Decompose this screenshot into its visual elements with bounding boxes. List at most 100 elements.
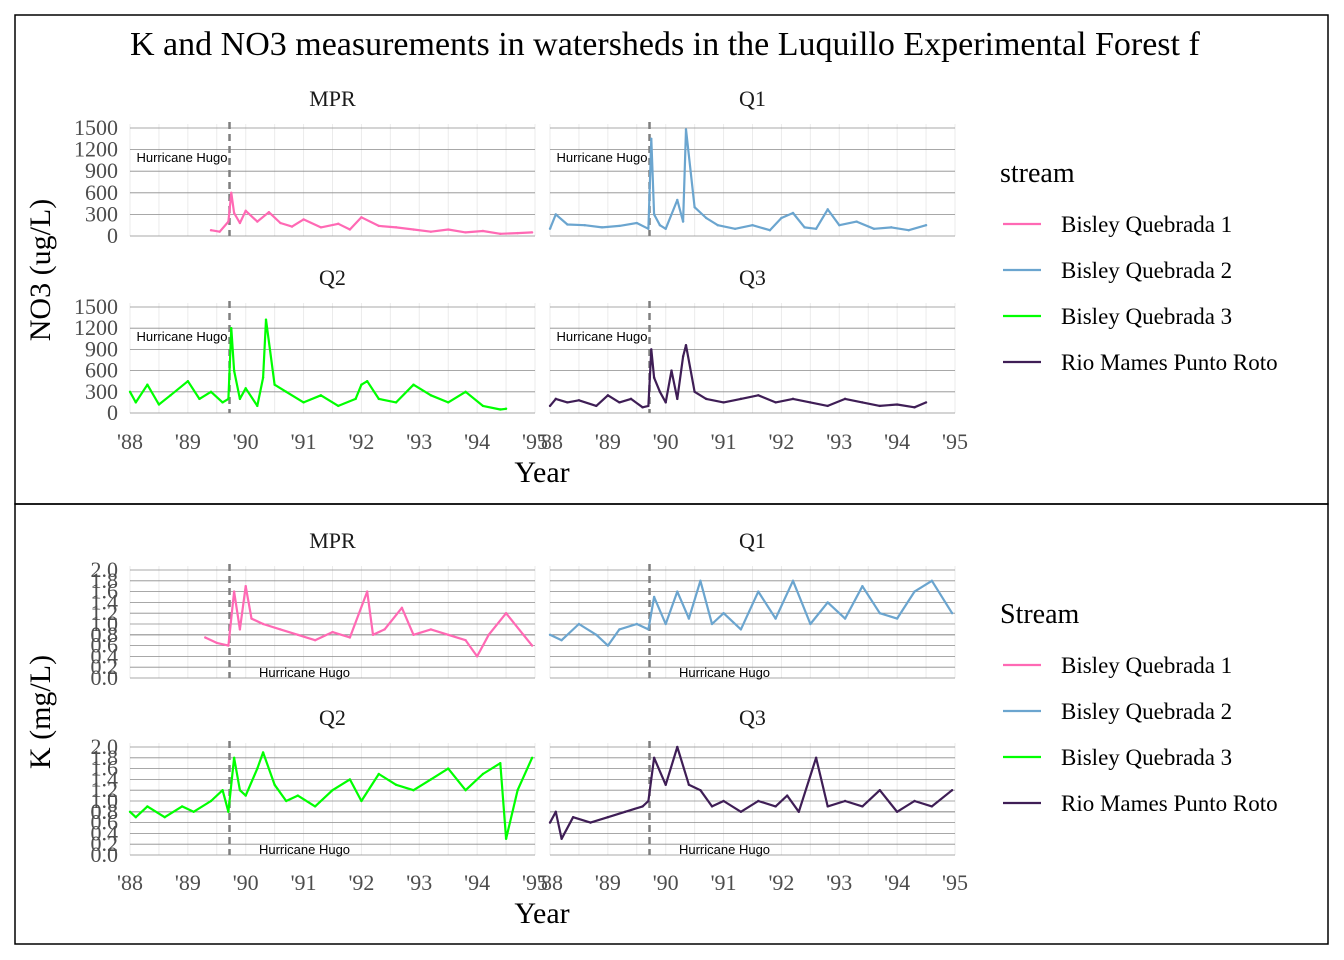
data-point bbox=[913, 406, 916, 409]
data-point bbox=[244, 387, 247, 390]
y-tick-label: 0.0 bbox=[91, 665, 119, 690]
data-point bbox=[826, 601, 829, 604]
data-point bbox=[261, 622, 265, 626]
data-point bbox=[652, 376, 656, 379]
data-point bbox=[481, 229, 485, 233]
data-point bbox=[809, 401, 812, 404]
data-point bbox=[554, 810, 557, 813]
top-y-axis-title: NO3 (ug/L) bbox=[24, 199, 57, 341]
data-point bbox=[209, 799, 213, 803]
y-tick-label: 1500 bbox=[74, 115, 118, 140]
data-point bbox=[499, 232, 502, 236]
x-tick-label: '88 bbox=[117, 429, 143, 454]
x-tick-label: '89 bbox=[175, 429, 201, 454]
data-point bbox=[577, 622, 581, 626]
x-tick-label: '92 bbox=[348, 429, 374, 454]
data-point bbox=[566, 401, 569, 404]
x-tick-label: '92 bbox=[768, 870, 794, 895]
data-point bbox=[548, 404, 552, 408]
data-point bbox=[872, 227, 876, 230]
x-tick-label: '92 bbox=[768, 429, 794, 454]
data-point bbox=[861, 401, 864, 404]
data-point bbox=[394, 783, 398, 786]
figure-frame-bottom bbox=[14, 503, 1329, 945]
data-point bbox=[209, 229, 213, 232]
data-point bbox=[412, 228, 415, 231]
panel-q1: Q1 Hurricane Hugo bbox=[548, 528, 956, 680]
data-point bbox=[412, 633, 415, 636]
data-point bbox=[722, 799, 725, 803]
data-point bbox=[890, 226, 893, 229]
series-line-q2 bbox=[129, 318, 507, 411]
data-point bbox=[739, 810, 743, 813]
bottom-legend: Stream Bisley Quebrada 1 Bisley Quebrada … bbox=[1000, 599, 1278, 816]
data-point bbox=[157, 403, 161, 406]
data-point bbox=[244, 794, 247, 797]
data-point bbox=[681, 355, 685, 358]
data-point bbox=[895, 810, 899, 813]
data-point bbox=[337, 404, 340, 408]
y-tick-label: 2.0 bbox=[91, 557, 119, 582]
data-point bbox=[650, 137, 653, 140]
data-point bbox=[516, 789, 519, 792]
data-point bbox=[843, 617, 847, 620]
data-point bbox=[227, 644, 230, 647]
data-point bbox=[261, 376, 265, 379]
x-tick-label: '91 bbox=[711, 870, 737, 895]
data-point bbox=[475, 655, 479, 658]
data-point bbox=[146, 805, 149, 808]
data-point bbox=[618, 628, 621, 631]
y-tick-label: 0.0 bbox=[91, 842, 119, 867]
data-point bbox=[273, 783, 276, 786]
data-point bbox=[913, 799, 916, 803]
x-tick-label: '88 bbox=[537, 870, 563, 895]
y-tick-label: 1.8 bbox=[91, 745, 119, 770]
data-point bbox=[128, 390, 132, 393]
data-point bbox=[394, 401, 398, 404]
data-point bbox=[589, 821, 592, 824]
data-point bbox=[913, 590, 916, 593]
data-point bbox=[650, 348, 653, 351]
data-point bbox=[895, 617, 899, 620]
y-tick-label: 1.2 bbox=[91, 777, 119, 802]
panel-mpr: MPR0.00.20.40.60.80.81.01.21.41.61.82.0H… bbox=[91, 528, 536, 690]
series-line-mpr bbox=[204, 585, 533, 658]
data-point bbox=[548, 633, 552, 636]
data-point bbox=[447, 228, 450, 231]
data-point bbox=[722, 401, 725, 404]
data-point bbox=[516, 231, 519, 235]
data-point bbox=[331, 789, 334, 792]
chart-title: K and NO3 measurements in watersheds in … bbox=[130, 26, 1200, 63]
data-point bbox=[684, 128, 688, 131]
x-tick-label: '89 bbox=[595, 870, 621, 895]
data-point bbox=[791, 397, 795, 401]
y-tick-label: 0.2 bbox=[91, 831, 119, 856]
data-point bbox=[360, 799, 363, 803]
y-tick-label: 0 bbox=[107, 400, 118, 425]
data-point bbox=[215, 641, 218, 645]
panel-strip-label: Q2 bbox=[319, 265, 346, 290]
data-point bbox=[950, 789, 954, 792]
x-tick-label: '91 bbox=[291, 870, 317, 895]
data-point bbox=[302, 401, 305, 404]
data-point bbox=[377, 224, 380, 228]
data-point bbox=[530, 756, 534, 759]
data-point bbox=[261, 751, 265, 754]
data-point bbox=[548, 821, 552, 824]
data-point bbox=[595, 404, 598, 408]
data-point bbox=[658, 390, 662, 393]
data-point bbox=[244, 209, 247, 212]
y-tick-label: 0.6 bbox=[91, 810, 119, 835]
data-point bbox=[768, 229, 772, 232]
data-point bbox=[924, 401, 928, 404]
data-point bbox=[699, 579, 702, 582]
data-point bbox=[809, 622, 812, 626]
x-tick-label: '91 bbox=[711, 429, 737, 454]
data-point bbox=[797, 810, 800, 813]
x-tick-label: '95 bbox=[942, 870, 968, 895]
data-point bbox=[348, 636, 352, 639]
data-point bbox=[227, 220, 230, 223]
